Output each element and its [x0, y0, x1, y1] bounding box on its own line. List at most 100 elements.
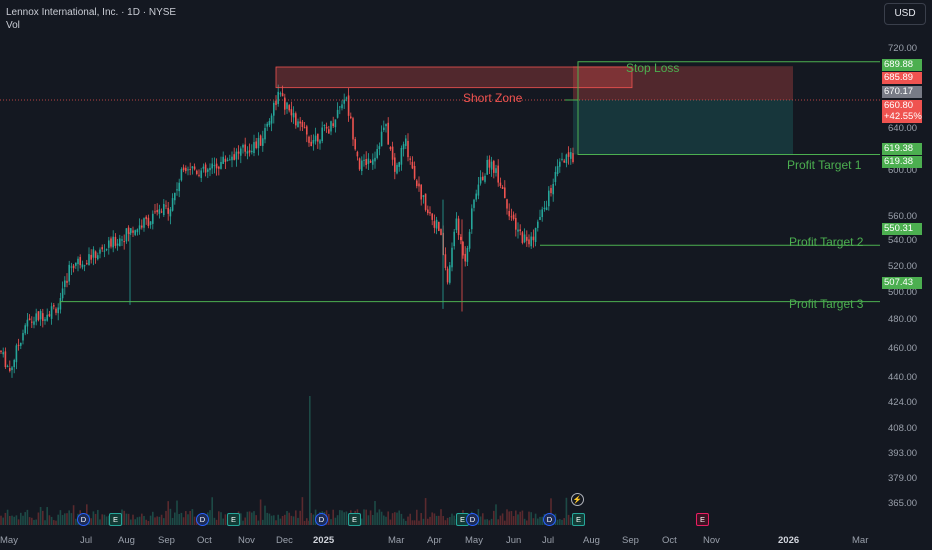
candle-body [358, 158, 361, 170]
x-tick-label: May [465, 535, 483, 546]
profit-target-2-label[interactable]: Profit Target 2 [789, 235, 864, 249]
volume-bar [105, 516, 108, 525]
volume-bar [563, 518, 565, 525]
candle-body [429, 212, 431, 214]
candle-body [444, 254, 447, 268]
candle-body [398, 162, 400, 167]
candle-body [130, 228, 132, 233]
stop-loss-label[interactable]: Stop Loss [626, 61, 680, 75]
candle-body [167, 207, 169, 214]
volume-label[interactable]: Vol [6, 20, 20, 31]
candle-body [323, 125, 326, 127]
candle-body [136, 229, 139, 233]
volume-bar [559, 519, 561, 525]
candle-body [372, 159, 374, 165]
candle-body [319, 140, 321, 144]
volume-bar [255, 515, 257, 525]
volume-bar [378, 509, 381, 525]
candle-body [222, 156, 224, 164]
candle-body [339, 106, 341, 108]
volume-bar [178, 514, 180, 525]
candle-body [484, 175, 486, 182]
volume-bar [506, 509, 508, 525]
volume-bar [211, 497, 213, 525]
earnings-marker-icon[interactable]: E [572, 513, 585, 526]
candle-body [457, 218, 460, 236]
dividend-marker-icon[interactable]: D [543, 513, 556, 526]
zone-bottom-price-badge: 670.17 [882, 86, 922, 98]
earnings-marker-icon[interactable]: E [109, 513, 122, 526]
candle-body [451, 247, 453, 268]
candle-body [475, 193, 477, 200]
candle-body [299, 121, 301, 124]
dividend-marker-icon[interactable]: D [196, 513, 209, 526]
dividend-marker-icon[interactable]: D [77, 513, 90, 526]
candle-body [383, 127, 385, 131]
candle-body [347, 95, 350, 116]
candle-body [422, 195, 425, 198]
volume-bar [292, 516, 295, 525]
flash-event-icon[interactable]: ⚡ [571, 493, 584, 506]
volume-bar [24, 512, 26, 525]
candle-body [308, 136, 310, 143]
candle-body [310, 141, 312, 147]
volume-bar [391, 513, 394, 525]
volume-bar [99, 519, 101, 525]
x-tick-label: Nov [703, 535, 720, 546]
y-tick-label: 365.00 [888, 498, 918, 509]
upcoming-earnings-marker-icon[interactable]: E [696, 513, 709, 526]
candle-body [17, 344, 20, 346]
volume-bar [180, 512, 183, 525]
symbol-title[interactable]: Lennox International, Inc. · 1D · NYSE [6, 7, 177, 18]
volume-bar [453, 515, 455, 525]
dividend-marker-icon[interactable]: D [315, 513, 328, 526]
volume-bar [279, 518, 282, 525]
x-tick-label: Apr [427, 535, 442, 546]
earnings-marker-icon[interactable]: E [348, 513, 361, 526]
volume-bar [70, 513, 73, 525]
volume-bar [431, 512, 433, 525]
profit-target-1-label[interactable]: Profit Target 1 [787, 158, 862, 172]
currency-button[interactable]: USD [884, 3, 926, 25]
candle-body [248, 150, 251, 153]
profit-target-3-label[interactable]: Profit Target 3 [789, 297, 864, 311]
candle-body [385, 124, 387, 127]
dividend-marker-icon[interactable]: D [466, 513, 479, 526]
earnings-marker-icon[interactable]: E [227, 513, 240, 526]
volume-bar [567, 514, 570, 525]
volume-bar [488, 520, 491, 525]
volume-bar [156, 516, 158, 525]
candle-body [460, 236, 462, 241]
volume-bar [440, 509, 442, 525]
volume-bar [339, 510, 341, 525]
candle-body [187, 169, 189, 171]
volume-bar [422, 518, 425, 525]
volume-bar [297, 517, 299, 525]
candle-body [180, 169, 183, 181]
candle-body [160, 211, 163, 213]
candle-body [343, 99, 345, 104]
volume-bar [11, 515, 13, 525]
candle-body [543, 207, 546, 209]
candle-body [152, 213, 154, 224]
candle-body [486, 159, 488, 175]
candle-body [119, 238, 121, 247]
short-zone-label[interactable]: Short Zone [463, 91, 523, 105]
volume-bar [530, 512, 532, 525]
candle-body [376, 149, 378, 158]
candle-body [101, 247, 103, 250]
candle-body [534, 227, 537, 243]
volume-bar [174, 512, 176, 525]
volume-bar [193, 516, 196, 525]
volume-bar [55, 520, 57, 525]
y-tick-label: 600.00 [888, 165, 918, 176]
volume-bar [46, 507, 48, 525]
volume-bar [143, 515, 145, 525]
candle-body [279, 93, 282, 95]
volume-bar [22, 515, 24, 525]
candle-body [361, 160, 363, 172]
profit-reward-box [573, 100, 793, 155]
candle-body [174, 192, 176, 201]
candle-body [147, 217, 150, 227]
